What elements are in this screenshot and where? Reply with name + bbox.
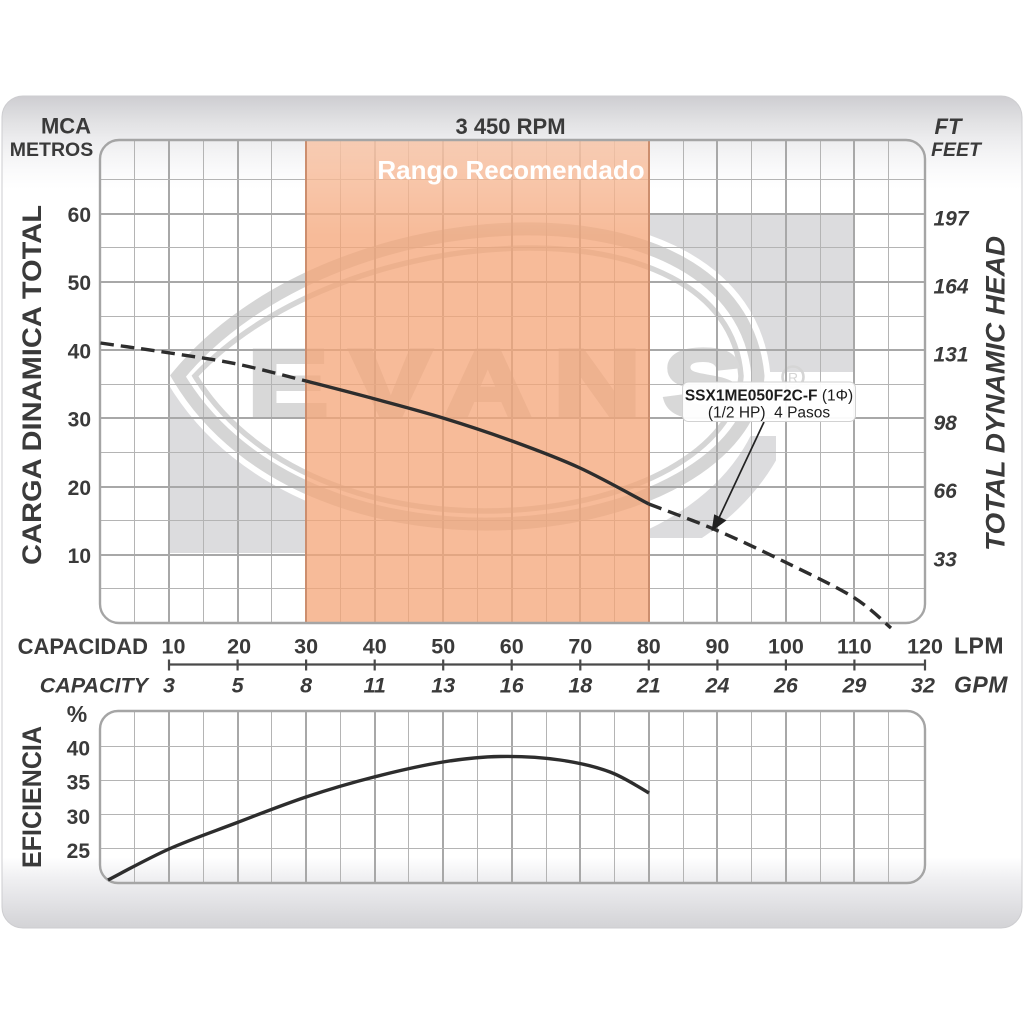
svg-text:60: 60 — [68, 204, 91, 227]
svg-text:197: 197 — [934, 207, 970, 230]
svg-text:30: 30 — [294, 635, 318, 659]
svg-text:120: 120 — [907, 635, 943, 659]
svg-text:13: 13 — [431, 674, 455, 698]
svg-text:EFICIENCIA: EFICIENCIA — [17, 726, 47, 868]
svg-text:%: % — [67, 701, 87, 727]
svg-text:40: 40 — [67, 738, 90, 761]
svg-text:18: 18 — [568, 674, 592, 698]
svg-text:32: 32 — [911, 674, 935, 698]
svg-text:35: 35 — [67, 772, 91, 795]
svg-text:80: 80 — [637, 635, 661, 659]
svg-text:50: 50 — [431, 635, 455, 659]
svg-text:METROS: METROS — [10, 139, 93, 161]
svg-text:Rango Recomendado: Rango Recomendado — [377, 155, 644, 185]
svg-text:98: 98 — [934, 412, 958, 435]
svg-text:MCA: MCA — [41, 114, 91, 139]
svg-text:26: 26 — [773, 674, 799, 698]
svg-text:TOTAL DYNAMIC HEAD: TOTAL DYNAMIC HEAD — [981, 236, 1011, 551]
svg-text:LPM: LPM — [954, 633, 1004, 659]
svg-text:5: 5 — [232, 674, 245, 698]
svg-text:60: 60 — [500, 635, 524, 659]
svg-text:25: 25 — [67, 840, 91, 863]
svg-text:FEET: FEET — [931, 139, 983, 161]
svg-text:164: 164 — [934, 276, 969, 299]
svg-text:66: 66 — [934, 480, 958, 503]
svg-text:29: 29 — [841, 674, 866, 698]
svg-text:100: 100 — [768, 635, 804, 659]
svg-text:30: 30 — [68, 409, 91, 432]
svg-text:CAPACIDAD: CAPACIDAD — [18, 634, 148, 659]
svg-text:24: 24 — [704, 674, 729, 698]
svg-text:10: 10 — [68, 545, 91, 568]
svg-text:(1/2 HP) 4 Pasos: (1/2 HP) 4 Pasos — [708, 405, 831, 422]
svg-text:20: 20 — [227, 635, 251, 659]
svg-text:21: 21 — [636, 674, 661, 698]
svg-text:33: 33 — [934, 548, 958, 571]
svg-text:40: 40 — [68, 340, 91, 363]
svg-text:8: 8 — [300, 674, 312, 698]
svg-text:40: 40 — [363, 635, 387, 659]
svg-text:110: 110 — [837, 635, 872, 659]
svg-text:11: 11 — [364, 674, 386, 698]
svg-text:3 450 RPM: 3 450 RPM — [455, 114, 565, 139]
svg-text:FT: FT — [935, 114, 963, 139]
svg-text:30: 30 — [67, 806, 90, 829]
svg-text:3: 3 — [163, 674, 175, 698]
svg-text:GPM: GPM — [954, 672, 1008, 698]
svg-text:SSX1ME050F2C-F (1Φ): SSX1ME050F2C-F (1Φ) — [685, 388, 853, 405]
svg-text:50: 50 — [68, 272, 91, 295]
svg-text:CAPACITY: CAPACITY — [40, 674, 150, 698]
svg-text:20: 20 — [68, 477, 91, 500]
svg-text:16: 16 — [500, 674, 525, 698]
svg-text:70: 70 — [568, 635, 592, 659]
svg-text:90: 90 — [705, 635, 729, 659]
svg-text:CARGA DINAMICA TOTAL: CARGA DINAMICA TOTAL — [17, 205, 47, 565]
svg-text:R: R — [788, 370, 798, 386]
svg-text:10: 10 — [162, 635, 186, 659]
svg-text:131: 131 — [934, 344, 969, 367]
